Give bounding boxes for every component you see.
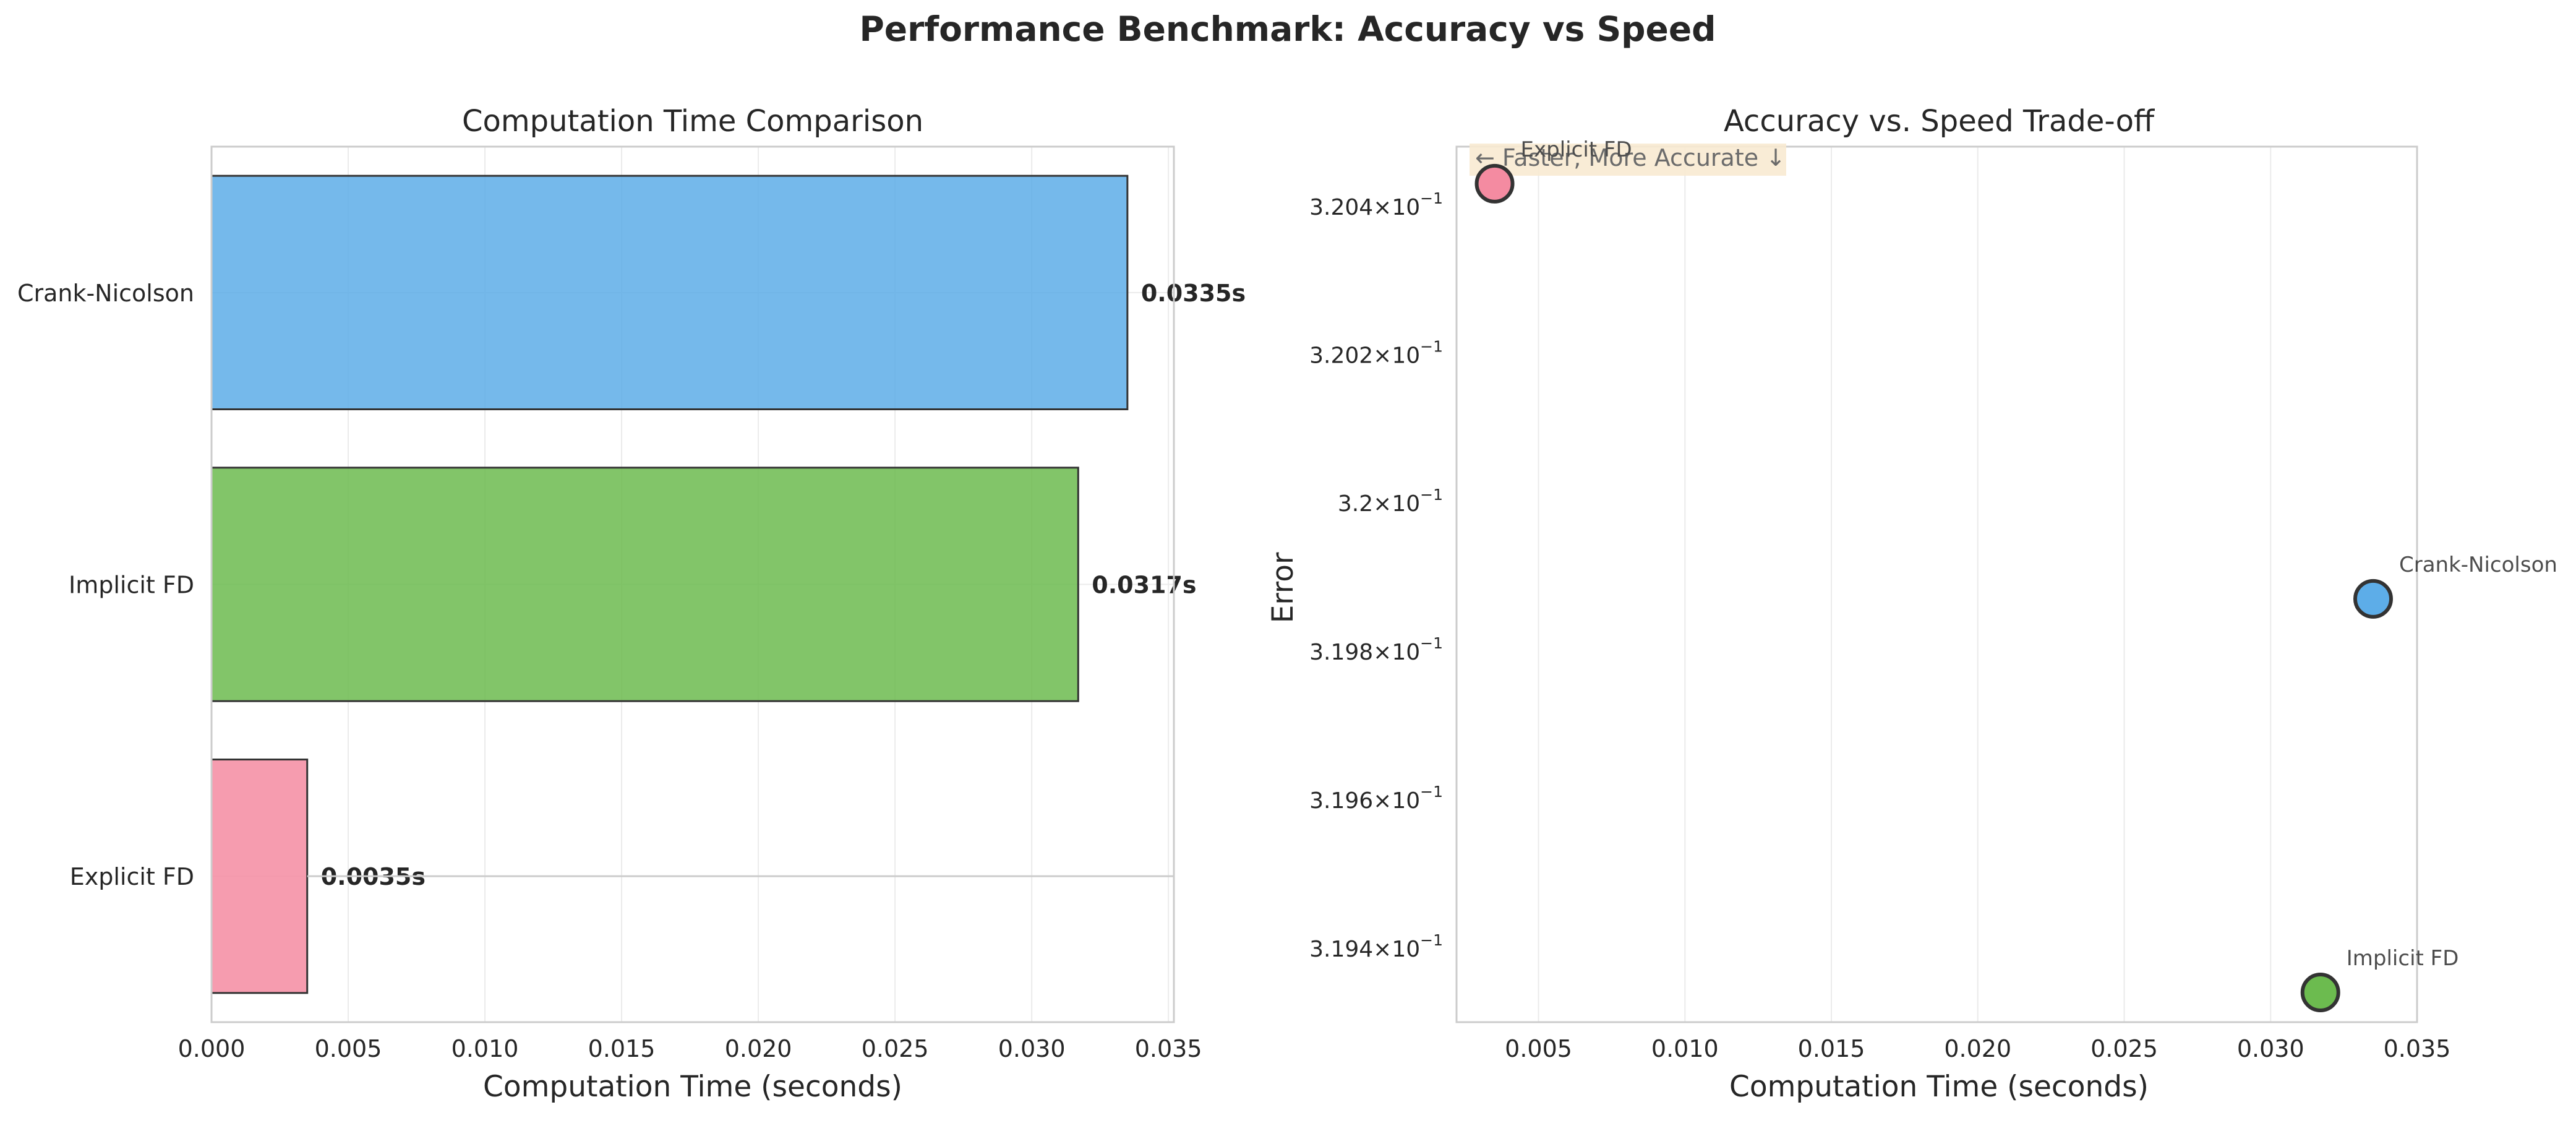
scatter-chart-y-tick-label: 3.198×10−1 xyxy=(1309,634,1443,665)
annotation-text: ← Faster, More Accurate ↓ xyxy=(1475,144,1786,171)
scatter-chart-x-ticks: 0.005 0.010 0.015 0.020 0.025 0.030 0.035 xyxy=(1505,1035,2450,1062)
bar-chart-y-ticks: Crank-Nicolson Implicit FD Explicit FD xyxy=(17,280,194,890)
bar-value-label: 0.0317s xyxy=(1092,572,1196,599)
bar-chart-frame xyxy=(210,145,1175,1023)
scatter-chart-grid xyxy=(1538,147,2418,1022)
scatter-chart-x-tick-label: 0.005 xyxy=(1505,1035,1572,1062)
bar-chart-x-tick-label: 0.030 xyxy=(998,1035,1066,1062)
point-implicit-fd xyxy=(2300,972,2340,1012)
scatter-chart-y-tick-label: 3.196×10−1 xyxy=(1309,783,1443,814)
bar-chart-x-ticks: 0.000 0.005 0.010 0.015 0.020 0.025 0.030 0.035 xyxy=(178,1035,1202,1062)
bar-chart-category-label: Implicit FD xyxy=(69,572,194,599)
bar-chart-x-tick-label: 0.015 xyxy=(588,1035,656,1062)
scatter-chart-y-tick-label: 3.194×10−1 xyxy=(1309,931,1443,962)
scatter-chart-y-tick-label: 3.202×10−1 xyxy=(1309,337,1443,368)
bar-chart: Computation Time Comparison 0.0335s 0.031… xyxy=(17,104,1246,1104)
bar-chart-x-tick-label: 0.025 xyxy=(862,1035,929,1062)
point-label: Crank-Nicolson xyxy=(2399,553,2557,577)
scatter-chart: Accuracy vs. Speed Trade-off ← Faster, M… xyxy=(1266,104,2557,1104)
bar-explicit-fd xyxy=(210,759,309,994)
bar-value-label: 0.0335s xyxy=(1141,280,1246,307)
bar-chart-category-label: Crank-Nicolson xyxy=(17,280,194,307)
scatter-chart-x-tick-label: 0.015 xyxy=(1798,1035,1865,1062)
bar-chart-x-tick-label: 0.035 xyxy=(1135,1035,1202,1062)
bar-chart-x-axis-label: Computation Time (seconds) xyxy=(483,1070,902,1104)
scatter-chart-y-tick-label: 3.204×10−1 xyxy=(1309,189,1443,220)
bar-chart-x-tick-label: 0.000 xyxy=(178,1035,246,1062)
scatter-chart-y-tick-label: 3.2×10−1 xyxy=(1338,486,1443,517)
scatter-chart-y-axis-label: Error xyxy=(1266,552,1300,623)
scatter-chart-y-ticks: 3.194×10−1 3.196×10−1 3.198×10−1 3.2×10−1 3.… xyxy=(1309,189,1443,962)
bar-chart-title: Computation Time Comparison xyxy=(462,104,923,139)
annotation-box xyxy=(1470,144,1786,176)
bar-chart-x-tick-label: 0.020 xyxy=(725,1035,792,1062)
scatter-chart-x-tick-label: 0.030 xyxy=(2237,1035,2304,1062)
bar-chart-axes-frame xyxy=(210,145,1175,1023)
scatter-chart-annotation: ← Faster, More Accurate ↓ xyxy=(1470,144,1786,176)
bar-chart-x-tick-label: 0.010 xyxy=(451,1035,519,1062)
scatter-chart-x-tick-label: 0.010 xyxy=(1651,1035,1719,1062)
point-crank-nicolson xyxy=(2353,579,2393,619)
scatter-chart-title: Accuracy vs. Speed Trade-off xyxy=(1724,104,2155,139)
scatter-chart-axes-frame xyxy=(1455,145,2418,1023)
figure-title: Performance Benchmark: Accuracy vs Speed xyxy=(859,9,1716,49)
bar-crank-nicolson xyxy=(210,174,1129,410)
point-label: Explicit FD xyxy=(1521,137,1632,162)
bar-chart-x-tick-label: 0.005 xyxy=(315,1035,382,1062)
scatter-chart-frame xyxy=(1455,145,2418,1023)
scatter-chart-points: Explicit FD Crank-Nicolson Implicit FD xyxy=(1474,137,2557,1012)
scatter-chart-x-tick-label: 0.025 xyxy=(2090,1035,2158,1062)
point-explicit-fd xyxy=(1474,163,1515,204)
scatter-chart-x-tick-label: 0.020 xyxy=(1944,1035,2011,1062)
point-label: Implicit FD xyxy=(2347,946,2459,971)
bar-chart-category-label: Explicit FD xyxy=(70,863,194,890)
bar-implicit-fd xyxy=(210,467,1079,702)
scatter-chart-x-axis-label: Computation Time (seconds) xyxy=(1729,1070,2149,1104)
scatter-chart-x-tick-label: 0.035 xyxy=(2384,1035,2451,1062)
